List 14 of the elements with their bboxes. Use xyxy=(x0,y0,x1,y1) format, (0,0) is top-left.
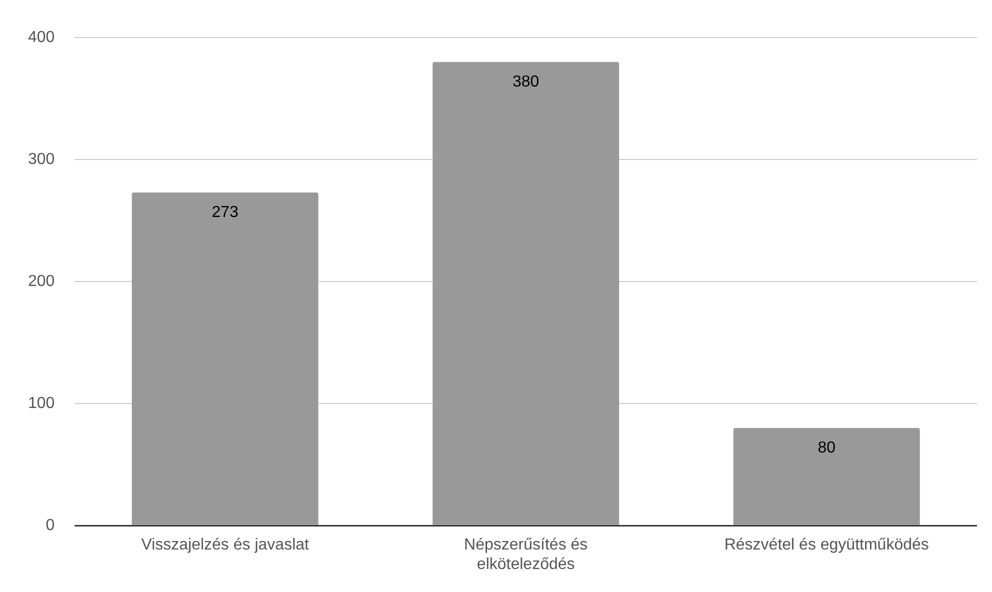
data-label: 80 xyxy=(818,439,836,456)
y-tick-label: 300 xyxy=(28,151,55,168)
y-tick-label: 400 xyxy=(28,29,55,46)
bar xyxy=(733,428,920,525)
x-tick-label: Visszajelzés és javaslat xyxy=(141,536,310,554)
bar xyxy=(132,192,318,525)
x-tick-label: Népszerűsítés és elköteleződés xyxy=(464,536,588,573)
y-tick-label: 200 xyxy=(28,273,55,290)
x-tick-label: Részvétel és együttműködés xyxy=(724,536,929,554)
y-tick-label: 0 xyxy=(46,517,55,534)
y-tick-label: 100 xyxy=(28,395,55,412)
data-label: 273 xyxy=(212,204,239,221)
bar xyxy=(432,62,620,525)
data-label: 380 xyxy=(512,73,540,90)
